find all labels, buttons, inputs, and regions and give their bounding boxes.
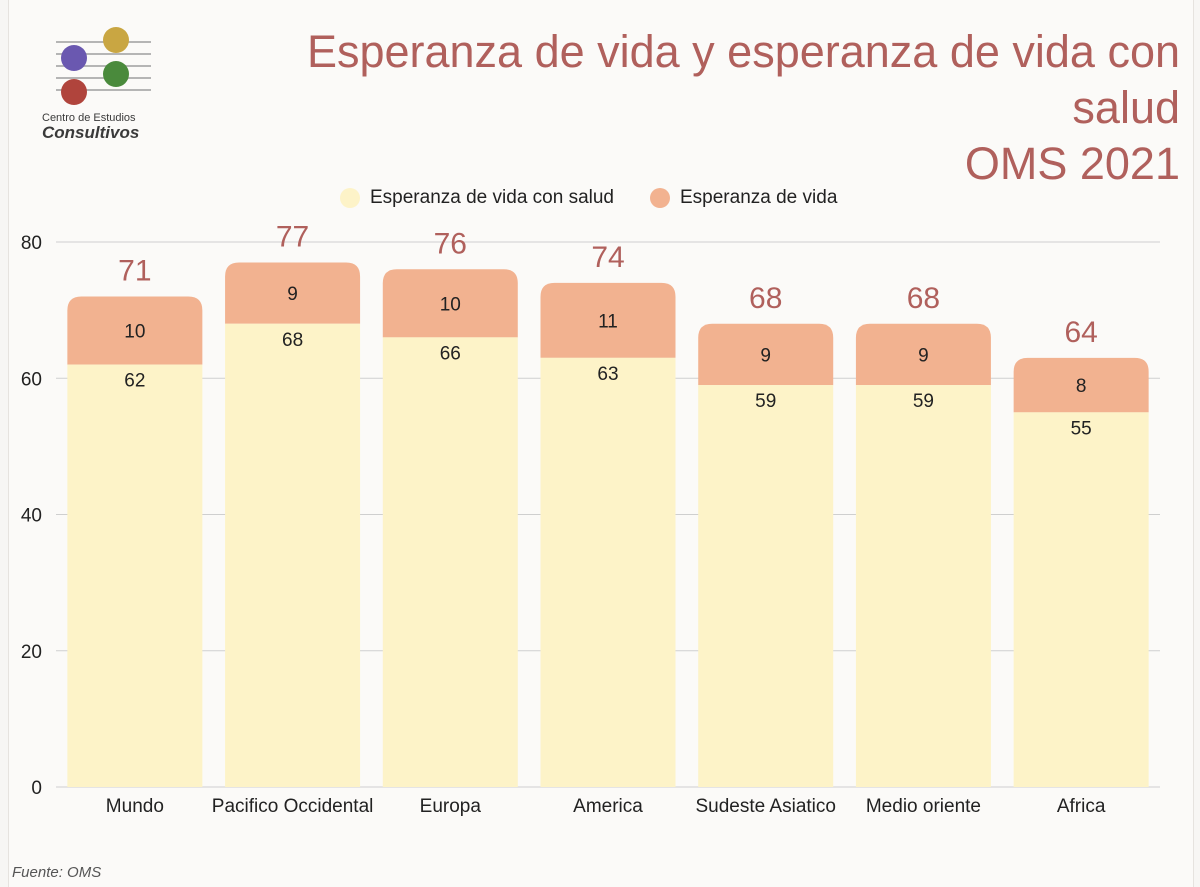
- legend-label-healthy: Esperanza de vida con salud: [370, 187, 614, 208]
- x-tick-label: America: [573, 796, 643, 817]
- y-tick-label: 60: [21, 369, 42, 390]
- total-label: 71: [118, 255, 151, 288]
- legend-label-life: Esperanza de vida: [680, 187, 838, 208]
- data-label-healthy: 66: [440, 343, 461, 364]
- title-line-2: OMS 2021: [964, 138, 1180, 189]
- total-label: 74: [591, 241, 624, 274]
- data-label-life: 11: [598, 311, 618, 332]
- bar-segment-healthy: [382, 337, 518, 787]
- chart-title: Esperanza de vida y esperanza de vida co…: [200, 24, 1180, 192]
- bar-segment-healthy: [855, 385, 991, 787]
- total-label: 64: [1064, 316, 1097, 349]
- legend-item-life: Esperanza de vida: [650, 187, 837, 209]
- data-label-healthy: 68: [282, 330, 303, 351]
- x-tick-label: Africa: [1057, 796, 1106, 817]
- data-label-healthy: 63: [597, 364, 618, 385]
- logo-text-top: Centro de Estudios: [42, 112, 136, 124]
- x-tick-label: Pacifico Occidental: [212, 796, 374, 817]
- y-tick-label: 80: [21, 233, 42, 254]
- x-tick-label: Sudeste Asiatico: [695, 796, 835, 817]
- data-label-life: 10: [124, 322, 145, 343]
- data-label-life: 9: [760, 345, 771, 366]
- bar-segment-life: [540, 282, 676, 358]
- logo-icon: [56, 27, 151, 105]
- x-tick-label: Mundo: [106, 796, 164, 817]
- legend-dot-healthy-icon: [340, 188, 360, 208]
- data-label-healthy: 62: [124, 371, 145, 392]
- title-line-1: Esperanza de vida y esperanza de vida co…: [306, 26, 1180, 133]
- bar-segment-life: [225, 262, 361, 324]
- legend-dot-life-icon: [650, 188, 670, 208]
- y-tick-label: 20: [21, 642, 42, 663]
- data-label-life: 9: [287, 284, 298, 305]
- bar-segment-life: [1013, 357, 1149, 413]
- bar-segment-life: [698, 323, 834, 386]
- y-tick-label: 40: [21, 506, 42, 527]
- bar-segment-healthy: [698, 385, 834, 787]
- x-tick-label: Medio oriente: [866, 796, 981, 817]
- total-label: 68: [749, 282, 782, 315]
- logo-text-bottom: Consultivos: [42, 123, 140, 142]
- total-label: 77: [276, 220, 309, 253]
- bar-segment-healthy: [67, 364, 203, 787]
- total-label: 68: [907, 282, 940, 315]
- bar-segment-healthy: [225, 323, 361, 787]
- legend-item-healthy: Esperanza de vida con salud: [340, 187, 614, 209]
- data-label-healthy: 55: [1071, 418, 1092, 439]
- bar-segment-life: [855, 323, 991, 386]
- bar-segment-healthy: [1013, 412, 1149, 787]
- y-tick-label: 0: [31, 778, 42, 799]
- legend: Esperanza de vida con salud Esperanza de…: [340, 187, 873, 209]
- data-label-life: 9: [918, 345, 929, 366]
- total-label: 76: [434, 227, 467, 260]
- source-note: Fuente: OMS: [12, 864, 102, 881]
- bar-segment-healthy: [540, 357, 676, 787]
- data-label-life: 10: [440, 294, 461, 315]
- x-tick-label: Europa: [420, 796, 482, 817]
- data-label-life: 8: [1076, 376, 1087, 397]
- bar-segment-life: [67, 296, 203, 365]
- data-label-healthy: 59: [913, 391, 934, 412]
- data-label-healthy: 59: [755, 391, 776, 412]
- bar-segment-life: [382, 269, 518, 338]
